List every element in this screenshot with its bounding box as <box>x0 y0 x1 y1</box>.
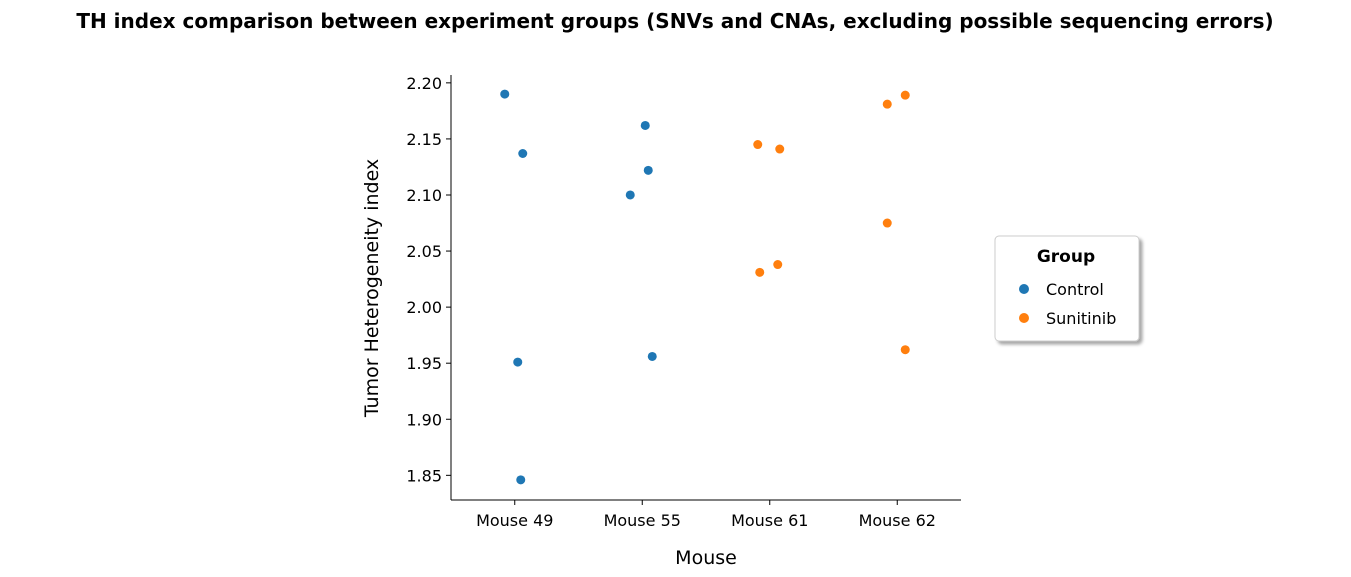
legend-title: Group <box>1037 247 1095 267</box>
legend-label-sunitinib: Sunitinib <box>1046 309 1116 328</box>
data-point-control <box>518 148 528 158</box>
x-axis-ticks: Mouse 49 Mouse 55 Mouse 61 Mouse 62 <box>476 500 936 530</box>
x-tick-label: Mouse 49 <box>476 511 553 530</box>
data-point-control <box>647 351 657 361</box>
y-tick-label: 1.85 <box>406 466 442 485</box>
legend: Group Control Sunitinib <box>994 235 1140 342</box>
data-point-control <box>513 357 523 367</box>
x-tick-label: Mouse 55 <box>604 511 681 530</box>
y-axis-ticks: 1.85 1.90 1.95 2.00 2.05 2.10 2.15 2.20 <box>406 74 451 485</box>
data-point-sunitinib <box>755 267 765 277</box>
data-point-control <box>625 190 635 200</box>
y-tick-label: 2.20 <box>406 74 442 93</box>
data-point-sunitinib <box>882 218 892 228</box>
data-point-sunitinib <box>775 144 785 154</box>
data-point-control <box>516 475 526 485</box>
legend-label-control: Control <box>1046 280 1104 299</box>
legend-marker-control <box>1019 284 1029 294</box>
plot-area: 1.85 1.90 1.95 2.00 2.05 2.10 2.15 2.20 Mouse 4… <box>406 74 961 530</box>
x-axis-label: Mouse <box>675 547 737 569</box>
chart-title: TH index comparison between experiment g… <box>76 9 1273 33</box>
y-tick-label: 2.10 <box>406 186 442 205</box>
y-tick-label: 1.95 <box>406 354 442 373</box>
data-point-sunitinib <box>773 260 783 270</box>
x-tick-label: Mouse 62 <box>859 511 936 530</box>
x-tick-label: Mouse 61 <box>731 511 808 530</box>
data-point-sunitinib <box>882 99 892 109</box>
y-tick-label: 2.05 <box>406 242 442 261</box>
data-points <box>500 89 910 485</box>
y-tick-label: 2.00 <box>406 298 442 317</box>
data-point-sunitinib <box>900 90 910 100</box>
data-point-control <box>643 165 653 175</box>
legend-marker-sunitinib <box>1019 313 1029 323</box>
data-point-sunitinib <box>753 140 763 150</box>
data-point-control <box>640 120 650 130</box>
y-axis-label: Tumor Heterogeneity index <box>361 159 383 418</box>
data-point-control <box>500 89 510 99</box>
y-tick-label: 1.90 <box>406 410 442 429</box>
data-point-sunitinib <box>900 345 910 355</box>
legend-box <box>994 235 1140 342</box>
y-tick-label: 2.15 <box>406 130 442 149</box>
